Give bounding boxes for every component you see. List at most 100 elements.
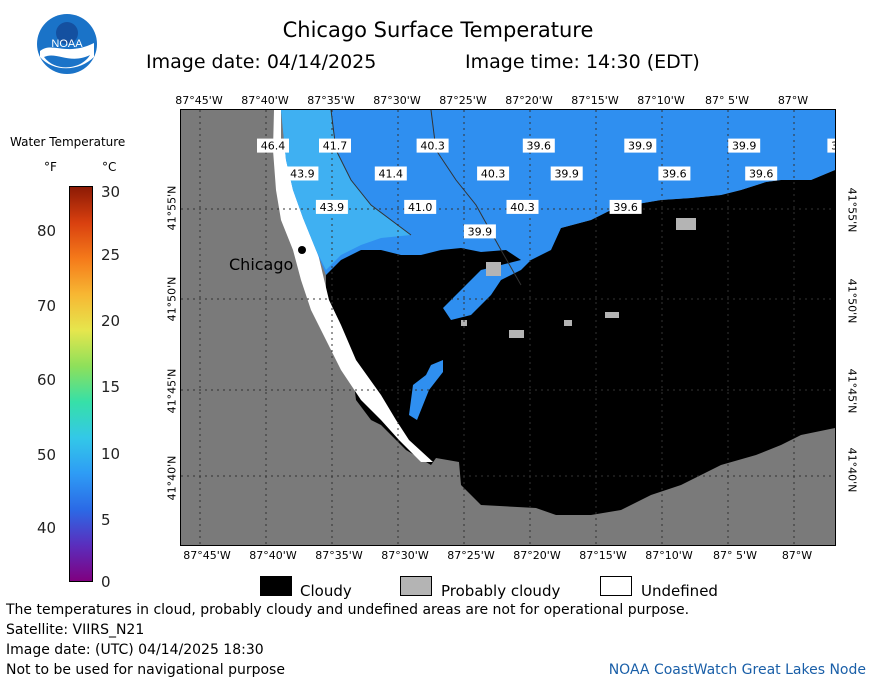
lon-label-bottom: 87°30'W	[381, 549, 429, 562]
lat-label-right: 41°55'N	[845, 187, 859, 233]
legend-c-tick: 0	[101, 573, 111, 591]
lon-label-top: 87°45'W	[175, 94, 223, 107]
probably-cloudy-patch	[564, 320, 572, 326]
lon-label-bottom: 87°35'W	[315, 549, 363, 562]
temperature-label: 39.9	[624, 138, 657, 153]
temperature-value: 39.6	[613, 201, 638, 214]
temperature-label: 39.6	[745, 166, 778, 181]
temperature-value: 41.0	[408, 201, 433, 214]
temperature-label-box	[522, 138, 555, 153]
lon-label-top: 87°30'W	[373, 94, 421, 107]
temperature-label-box	[728, 138, 761, 153]
city-label: Chicago	[229, 255, 293, 274]
lon-label-bottom: 87° 5'W	[713, 549, 757, 562]
probably-cloudy-patch	[509, 330, 524, 338]
water-patch	[409, 360, 443, 420]
key-cloudy-swatch	[260, 576, 292, 596]
legend-f-tick: 70	[37, 297, 57, 315]
temperature-value: 39.9	[554, 168, 579, 181]
warm-water-area	[281, 110, 411, 270]
temperature-label-box	[404, 199, 437, 214]
lon-label-top: 87°W	[777, 94, 809, 107]
legend-colorbar	[69, 186, 93, 582]
navigation-warning: Not to be used for navigational purpose	[6, 662, 285, 678]
temperature-label: 39.9	[827, 138, 860, 153]
temperature-label: 43.9	[315, 199, 348, 214]
lat-label-right: 41°40'N	[845, 447, 859, 493]
image-time: Image time: 14:30 (EDT)	[465, 51, 700, 73]
temperature-value: 43.9	[290, 168, 315, 181]
credit-text: NOAA CoastWatch Great Lakes Node	[608, 662, 866, 678]
temperature-label: 40.3	[416, 138, 449, 153]
temperature-value: 39.9	[732, 140, 757, 153]
temperature-label: 40.3	[477, 166, 510, 181]
key-probably-cloudy-label: Probably cloudy	[441, 582, 561, 600]
water-temperature-area	[281, 110, 835, 320]
lon-label-top: 87°20'W	[505, 94, 553, 107]
temperature-value: 39.6	[527, 140, 552, 153]
cloudy-area	[326, 170, 835, 515]
temperature-value: 39.9	[468, 225, 493, 238]
temperature-label: 41.4	[374, 166, 407, 181]
probably-cloudy-patch	[486, 262, 501, 276]
lon-label-top: 87° 5'W	[705, 94, 749, 107]
key-cloudy-label: Cloudy	[300, 582, 352, 600]
page-title: Chicago Surface Temperature	[282, 18, 594, 42]
map-canvas: Chicago 46.4 41.7 40.3 39.6 39.9 39.9 39.9 43.9…	[181, 109, 860, 545]
temperature-label: 39.6	[609, 199, 642, 214]
legend-f-tick: 40	[37, 519, 57, 537]
legend-f-tick: 80	[37, 222, 57, 240]
lon-label-bottom: 87°20'W	[513, 549, 561, 562]
temperature-value: 40.3	[420, 140, 445, 153]
key-undefined-label: Undefined	[641, 582, 718, 600]
temperature-label-box	[257, 138, 289, 153]
temperature-value: 39.6	[749, 168, 774, 181]
lat-label-left: 41°45'N	[165, 368, 179, 414]
temperature-label-box	[477, 166, 510, 181]
probably-cloudy-patch	[605, 312, 619, 318]
legend-c-tick: 10	[101, 445, 121, 463]
legend-unit-celsius: °C	[102, 160, 117, 174]
noaa-logo-text: NOAA	[51, 38, 83, 50]
probably-cloudy-patch	[676, 218, 696, 230]
legend-c-tick: 20	[101, 312, 121, 330]
temperature-label-box	[286, 166, 319, 181]
temperature-value: 43.9	[320, 201, 345, 214]
noaa-logo-icon: NOAA	[37, 14, 97, 74]
legend-f-tick: 50	[37, 446, 57, 464]
temperature-value: 46.4	[261, 140, 286, 153]
temperature-label: 46.4	[257, 138, 289, 153]
temperature-label: 39.9	[550, 166, 583, 181]
legend-title: Water Temperature	[10, 135, 126, 149]
undefined-area	[273, 110, 433, 462]
lat-label-left: 41°40'N	[165, 455, 179, 501]
disclaimer-text: The temperatures in cloud, probably clou…	[6, 602, 690, 618]
temperature-label-box	[506, 199, 539, 214]
lon-label-top: 87°40'W	[241, 94, 289, 107]
lon-label-top: 87°35'W	[307, 94, 355, 107]
satellite-text: Satellite: VIIRS_N21	[6, 622, 145, 638]
temperature-label-box	[315, 199, 348, 214]
temperature-label: 40.3	[506, 199, 539, 214]
temperature-value: 39.9	[831, 140, 835, 153]
image-date: Image date: 04/14/2025	[146, 51, 377, 73]
lon-label-top: 87°25'W	[439, 94, 487, 107]
map-grid	[181, 110, 835, 545]
lat-label-right: 41°50'N	[845, 278, 859, 324]
temperature-label: 41.0	[404, 199, 437, 214]
temperature-label-box	[624, 138, 657, 153]
temperature-value: 40.3	[481, 168, 506, 181]
lon-label-bottom: 87°45'W	[183, 549, 231, 562]
lon-label-bottom: 87°W	[781, 549, 813, 562]
lon-label-bottom: 87°25'W	[447, 549, 495, 562]
legend-unit-fahrenheit: °F	[44, 160, 57, 174]
legend-c-tick: 30	[101, 183, 121, 201]
temperature-value: 39.9	[628, 140, 653, 153]
temperature-label: 41.7	[319, 138, 351, 153]
probably-cloudy-patch	[461, 320, 467, 326]
temperature-label-box	[658, 166, 691, 181]
legend-f-tick: 60	[37, 371, 57, 389]
temperature-value: 39.6	[662, 168, 687, 181]
temperature-label: 39.9	[728, 138, 761, 153]
temperature-label: 39.9	[463, 224, 496, 239]
